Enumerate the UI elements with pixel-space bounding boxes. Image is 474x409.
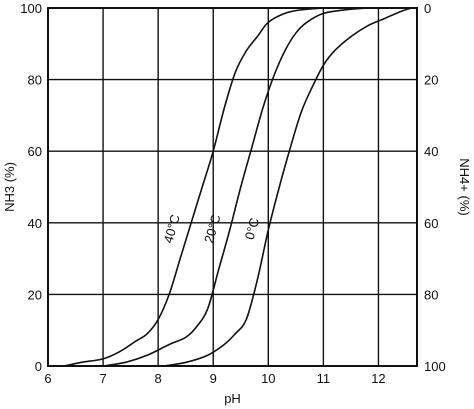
grid-lines	[48, 8, 417, 366]
y-tick-label-left: 0	[35, 359, 42, 374]
y-tick-label-left: 20	[28, 287, 42, 302]
x-axis-title: pH	[224, 391, 241, 406]
labels: 6 7 8 9 10 11 12 0 20 40 60 80 100 100 80 60 40 20 0 40°C 20…	[20, 1, 445, 386]
y-tick-label-left: 40	[28, 216, 42, 231]
x-tick-label: 7	[99, 371, 106, 386]
x-tick-label: 12	[371, 371, 385, 386]
x-tick-label: 9	[210, 371, 217, 386]
y-tick-label-right: 20	[424, 73, 438, 88]
x-tick-label: 11	[317, 371, 331, 386]
y-tick-label-right: 40	[424, 144, 438, 159]
y-tick-label-left: 100	[20, 1, 42, 16]
x-tick-label: 10	[261, 371, 275, 386]
y-tick-label-right: 80	[424, 287, 438, 302]
plot-frame	[47, 7, 418, 367]
series-line	[163, 7, 412, 367]
curves	[64, 7, 412, 367]
y-tick-label-left: 80	[28, 73, 42, 88]
series-label: 0°C	[242, 216, 262, 241]
series-line	[64, 7, 324, 367]
y-tick-label-right: 60	[424, 216, 438, 231]
y-axis-title-right: NH4+ (%)	[457, 158, 472, 215]
x-tick-label: 8	[155, 371, 162, 386]
series-line	[102, 7, 368, 367]
y-tick-label-left: 60	[28, 144, 42, 159]
y-tick-label-right: 0	[424, 1, 431, 16]
series-label: 40°C	[160, 213, 182, 245]
y-axis-title-left: NH3 (%)	[2, 162, 17, 212]
x-tick-label: 6	[44, 371, 51, 386]
series-label: 20°C	[201, 213, 223, 245]
y-tick-label-right: 100	[424, 359, 446, 374]
